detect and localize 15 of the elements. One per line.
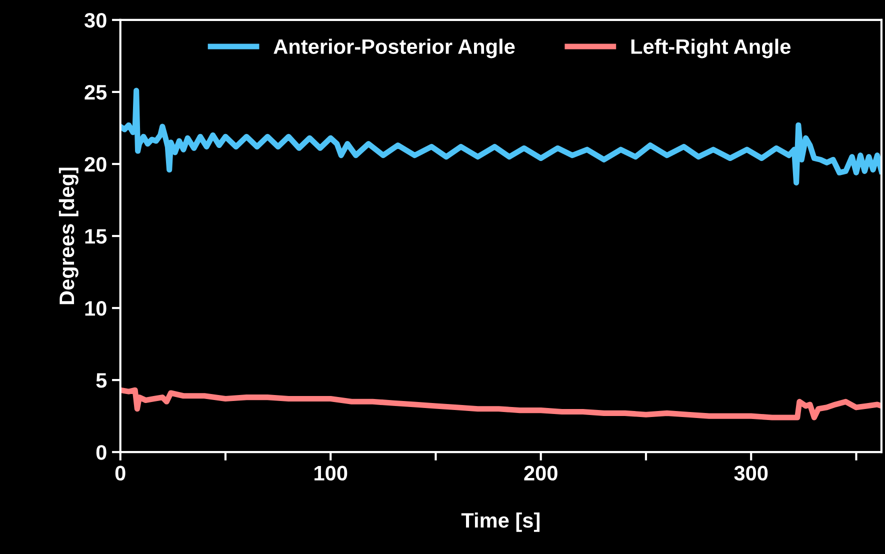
x-axis-title: Time [s] <box>461 512 540 532</box>
legend-label: Left-Right Angle <box>631 38 791 58</box>
y-tick-label: 25 <box>84 84 107 100</box>
x-tick-label: 300 <box>734 466 768 481</box>
y-axis-title: Degrees [deg] <box>58 168 78 304</box>
y-tick-label: 30 <box>84 12 106 28</box>
y-tick-label: 20 <box>84 156 106 172</box>
y-tick-label: 5 <box>96 373 107 388</box>
x-tick-label: 0 <box>115 466 126 481</box>
y-tick-label: 10 <box>85 301 106 316</box>
y-tick-label: 15 <box>85 229 107 244</box>
x-tick-label: 100 <box>314 466 348 481</box>
y-tick-label: 0 <box>96 445 106 460</box>
legend-label: Anterior-Posterior Angle <box>274 38 515 58</box>
x-tick-label: 200 <box>524 466 558 481</box>
